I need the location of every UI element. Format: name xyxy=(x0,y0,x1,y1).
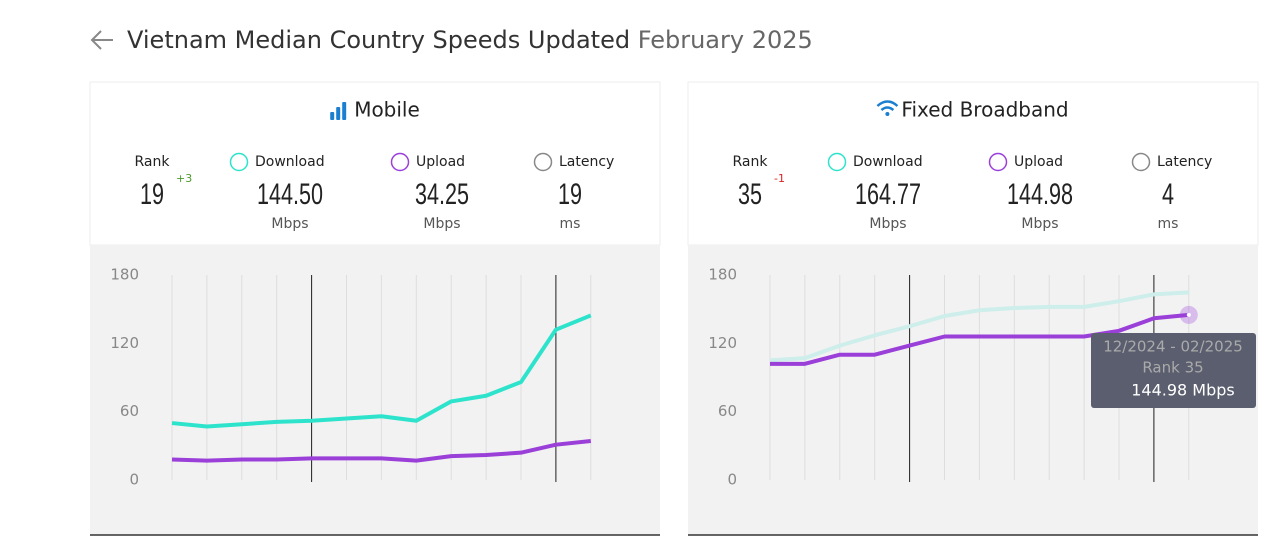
stat-icon xyxy=(229,152,249,172)
y-tick-label: 0 xyxy=(727,471,737,489)
icon xyxy=(342,102,347,120)
series-line xyxy=(171,439,592,463)
icon xyxy=(876,100,899,112)
y-tick-label: 180 xyxy=(110,266,139,284)
stat-unit: ms xyxy=(1158,216,1179,232)
back-arrow[interactable] xyxy=(90,30,113,50)
title-date: February 2025 xyxy=(638,26,813,54)
y-tick-label: 180 xyxy=(708,266,737,284)
y-tick-label: 0 xyxy=(129,471,139,489)
hover-dot xyxy=(1186,312,1191,317)
stat-unit: Mbps xyxy=(423,216,460,232)
stat-icon xyxy=(988,152,1008,172)
panel-header-bg xyxy=(687,81,1259,246)
stat-value: 144.98 xyxy=(1007,176,1073,210)
stat-label: Upload xyxy=(416,154,465,170)
stat-label: Upload xyxy=(1014,154,1063,170)
stat-icon xyxy=(1131,152,1151,172)
icon xyxy=(885,112,890,116)
y-tick-label: 60 xyxy=(718,402,737,420)
stat-label: Download xyxy=(853,154,923,170)
panel-title: Mobile xyxy=(354,98,420,122)
icon xyxy=(336,107,341,120)
series-line xyxy=(171,313,592,429)
stat-value: 19 xyxy=(140,176,164,210)
stat-unit: Mbps xyxy=(1021,216,1058,232)
panel: Mobile Rank 19 +3 Download 144.50 Mbps Upload 34… xyxy=(89,81,661,536)
tooltip-period: 12/2024 - 02/2025 xyxy=(1103,338,1243,356)
stat-value: 144.50 xyxy=(257,176,323,210)
tooltip-bg xyxy=(1091,333,1256,408)
stat-label: Rank xyxy=(135,154,171,170)
y-tick-label: 120 xyxy=(708,334,737,352)
panel-header-bg xyxy=(89,81,661,246)
stat-label: Rank xyxy=(733,154,769,170)
stat-label: Latency xyxy=(559,154,614,170)
stat-label: Download xyxy=(255,154,325,170)
panel: Fixed Broadband Rank 35 -1 Download 164.77 Mbp… xyxy=(687,81,1259,536)
stat-value: 19 xyxy=(558,176,582,210)
stat-icon xyxy=(533,152,553,172)
stat-icon xyxy=(827,152,847,172)
chart-bg xyxy=(90,245,660,535)
icon xyxy=(330,112,335,120)
stat-unit: Mbps xyxy=(869,216,906,232)
panel-title: Fixed Broadband xyxy=(901,98,1068,122)
stat-value: 34.25 xyxy=(415,176,469,210)
rank-change: +3 xyxy=(176,172,192,185)
stat-value: 35 xyxy=(738,176,762,210)
stat-label: Latency xyxy=(1157,154,1212,170)
tooltip-rank: Rank 35 xyxy=(1142,359,1203,377)
stat-value: 164.77 xyxy=(855,176,921,210)
title-text: Vietnam Median Country Speeds Updated xyxy=(127,26,630,54)
y-tick-label: 120 xyxy=(110,334,139,352)
tooltip-value: 144.98 Mbps xyxy=(1131,381,1235,400)
stat-unit: Mbps xyxy=(271,216,308,232)
series-line xyxy=(769,290,1189,363)
stat-icon xyxy=(390,152,410,172)
rank-change: -1 xyxy=(774,172,785,185)
stat-unit: ms xyxy=(560,216,581,232)
y-tick-label: 60 xyxy=(120,402,139,420)
series-line xyxy=(770,312,1189,366)
page-title: Vietnam Median Country Speeds Updated Fe… xyxy=(127,26,813,54)
stat-value: 4 xyxy=(1162,176,1174,210)
